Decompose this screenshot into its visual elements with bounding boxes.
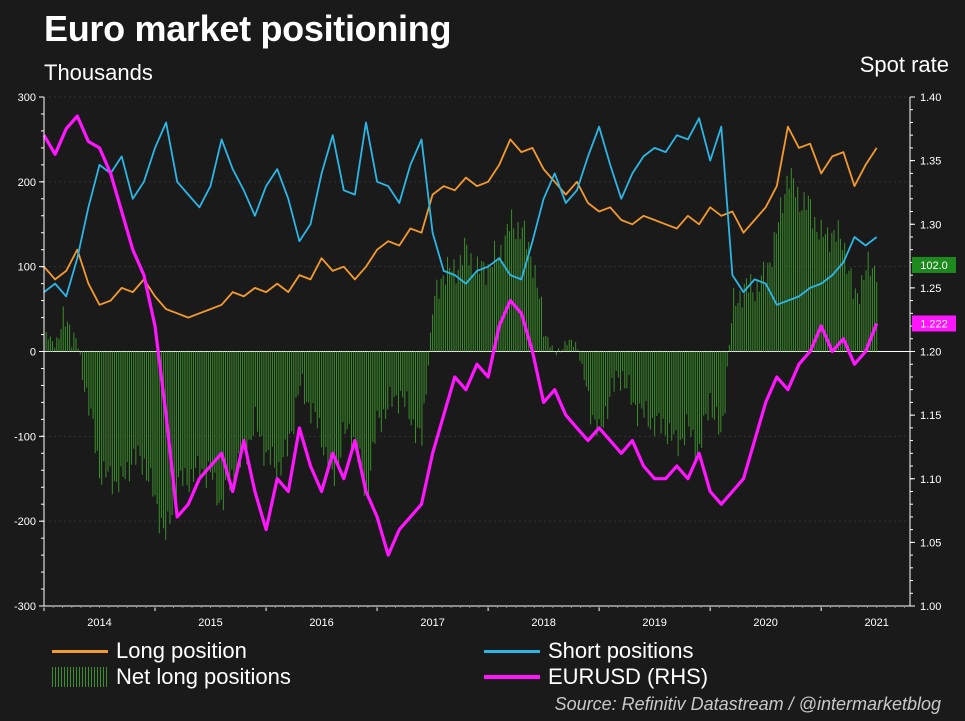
legend-eurusd: EURUSD (RHS): [484, 664, 708, 690]
net-last-value-box: [912, 256, 956, 273]
right-tick-label: 1.00: [920, 601, 941, 613]
right-tick-label: 1.40: [920, 92, 941, 104]
legend-long-label: Long position: [116, 638, 247, 663]
eurusd-last-value-label: 1.222: [920, 319, 948, 331]
left-tick-label: -200: [14, 516, 36, 528]
chart-plot: -300 -200 -100 0 100 200 300 1.00 1.05 1.10 1.15 1.…: [14, 92, 956, 629]
net-last-value-label: 102.0: [920, 260, 948, 272]
legend-net: Net long positions: [52, 664, 291, 690]
legend-net-swatch: [52, 667, 108, 687]
x-tick-label: 2020: [753, 617, 777, 629]
eurusd-last-value-box: [912, 315, 956, 332]
x-tick-label: 2018: [531, 617, 555, 629]
right-tick-label: 1.30: [920, 219, 941, 231]
legend-short-label: Short positions: [548, 638, 694, 663]
legend-net-label: Net long positions: [116, 664, 291, 689]
right-tick-label: 1.05: [920, 537, 941, 549]
axes-layer: -300 -200 -100 0 100 200 300 1.00 1.05 1.10 1.15 1.…: [14, 92, 956, 629]
x-tick-label: 2019: [642, 617, 666, 629]
x-tick-label: 2015: [198, 617, 222, 629]
eurusd-line: [42, 114, 879, 557]
legend: Long position Short positions Net long p…: [0, 630, 965, 690]
lines-layer: [42, 114, 879, 557]
x-tick-label: 2016: [309, 617, 333, 629]
left-tick-label: 300: [18, 92, 36, 104]
legend-long: Long position: [52, 638, 247, 664]
right-tick-label: 1.10: [920, 474, 941, 486]
x-tick-label: 2021: [864, 617, 888, 629]
x-tick-label: 2014: [87, 617, 111, 629]
chart-title: Euro market positioning: [44, 8, 452, 49]
long-line: [43, 125, 878, 319]
net-bars-layer: [43, 168, 878, 540]
right-tick-label: 1.20: [920, 347, 941, 359]
left-tick-label: -100: [14, 431, 36, 443]
right-axis-unit: Spot rate: [859, 52, 949, 77]
legend-short-swatch: [484, 649, 540, 653]
left-tick-label: 100: [18, 262, 36, 274]
right-tick-label: 1.35: [920, 156, 941, 168]
legend-short: Short positions: [484, 638, 694, 664]
right-tick-label: 1.25: [920, 283, 941, 295]
left-tick-label: -300: [14, 601, 36, 613]
legend-long-swatch: [52, 649, 108, 653]
right-tick-label: 1.15: [920, 410, 941, 422]
legend-eurusd-label: EURUSD (RHS): [548, 664, 709, 689]
short-line: [43, 117, 878, 306]
x-tick-label: 2017: [420, 617, 444, 629]
source-note: Source: Refinitiv Datastream / @intermar…: [554, 694, 941, 714]
left-tick-label: 0: [30, 347, 36, 359]
legend-eurusd-swatch: [484, 675, 540, 679]
left-tick-label: 200: [18, 177, 36, 189]
left-axis-unit: Thousands: [44, 60, 153, 85]
